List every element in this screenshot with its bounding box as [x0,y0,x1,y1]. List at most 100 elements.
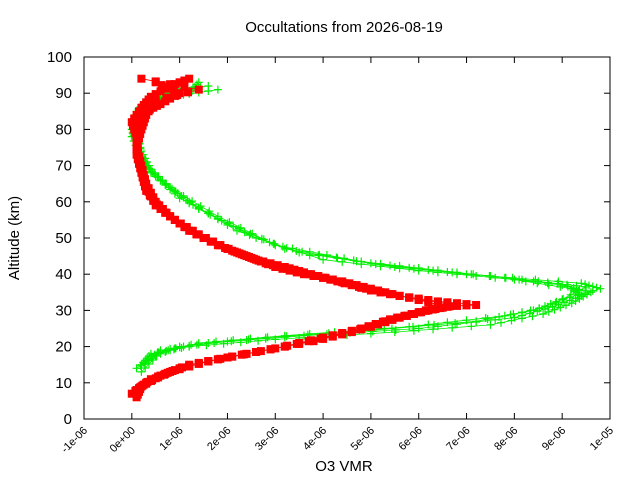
data-point [132,126,141,135]
data-point [453,268,461,277]
y-tick-label: 90 [55,85,72,102]
data-point [194,78,203,87]
data-point [443,298,452,307]
data-point [307,270,316,279]
data-point [154,372,163,381]
data-point [187,340,196,349]
data-point [132,139,141,148]
data-point [300,268,308,277]
data-point [175,89,184,98]
data-point [151,96,160,105]
data-point [314,272,323,280]
data-point [347,326,356,335]
data-point [322,251,331,259]
x-tick-label: 5e-06 [349,425,377,453]
data-point [259,257,268,266]
data-point [194,359,203,368]
data-point [209,237,218,246]
data-point [421,306,430,315]
data-point [152,352,161,360]
data-point [205,207,214,216]
data-point [414,296,423,304]
series-0 [127,78,605,376]
data-point [321,273,330,282]
x-tick-label: 1e-06 [157,425,185,453]
data-point [596,284,605,293]
data-point [168,367,177,375]
data-point [448,323,457,332]
x-tick-label: 7e-06 [444,425,472,453]
data-point [242,349,251,358]
data-point [443,302,452,311]
plot-frame [83,56,611,420]
data-point [566,290,575,299]
data-point [357,257,366,266]
y-tick-label: 70 [55,158,72,175]
data-point [151,172,160,181]
data-point [338,257,347,266]
series-1 [127,74,481,402]
y-tick-label: 10 [55,375,72,392]
data-point [393,313,402,322]
data-point [166,94,175,103]
data-point [223,244,232,253]
x-tick-label: 9e-06 [540,425,568,453]
data-point [395,291,404,300]
data-point [386,290,394,299]
data-point [491,273,500,282]
data-point [508,273,517,282]
data-point [371,320,380,328]
data-point [453,299,461,308]
data-point [553,279,562,288]
data-point [588,282,597,291]
data-point [161,97,170,106]
data-point [451,319,460,328]
data-point [156,176,165,185]
data-point [280,244,289,253]
data-point [429,305,438,314]
data-point [246,334,255,343]
data-point [486,320,495,329]
data-point [535,304,544,313]
data-point [390,263,399,271]
data-point [328,331,337,340]
data-point [433,300,442,309]
data-point [141,178,149,187]
data-point [533,279,542,288]
data-point [213,355,222,364]
data-point [188,226,197,235]
profile-line [131,78,458,398]
data-point [156,87,165,96]
x-tick-label: -1e-06 [59,425,90,456]
data-point [567,284,576,293]
data-point [227,337,236,346]
data-layer [127,74,605,402]
data-point [405,322,414,331]
data-point [169,86,178,95]
data-point [133,146,142,155]
x-tick-label: 8e-06 [492,425,520,453]
data-point [170,215,179,224]
data-point [228,352,237,361]
data-point [472,317,481,326]
data-point [185,74,194,83]
data-point [467,322,476,331]
data-point [259,235,268,244]
data-point [236,223,245,232]
data-point [462,300,471,309]
data-point [366,286,375,295]
data-point [148,356,157,364]
data-point [582,282,591,291]
y-tick-label: 60 [55,194,72,211]
data-point [472,301,481,309]
data-point [400,311,409,320]
data-point [424,298,433,307]
data-point [364,322,373,331]
data-point [201,234,210,242]
data-point [156,205,165,213]
data-point [526,306,535,315]
data-point [481,314,490,322]
data-point [500,311,509,320]
data-point [212,337,220,346]
data-point [216,241,225,250]
